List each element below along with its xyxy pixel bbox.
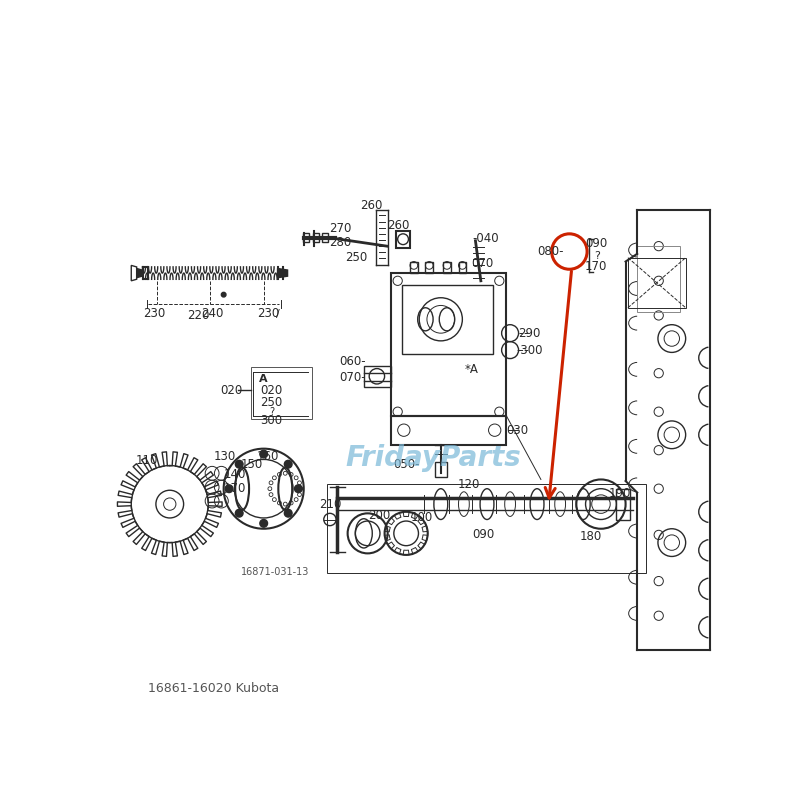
- Text: 120: 120: [458, 478, 481, 491]
- Text: 290: 290: [518, 326, 541, 340]
- Bar: [426, 262, 433, 273]
- Bar: [402, 285, 493, 354]
- Bar: [637, 246, 679, 311]
- Text: 110: 110: [135, 454, 158, 466]
- Circle shape: [235, 460, 243, 468]
- Text: 050-: 050-: [393, 458, 419, 470]
- Text: 020: 020: [260, 384, 282, 397]
- Text: 230: 230: [257, 307, 279, 321]
- Text: -040: -040: [472, 232, 498, 245]
- Circle shape: [235, 510, 243, 517]
- Bar: [434, 462, 447, 477]
- Polygon shape: [131, 266, 137, 281]
- Text: A: A: [259, 374, 268, 383]
- Circle shape: [226, 485, 233, 493]
- Text: 270: 270: [330, 222, 352, 235]
- Text: 070: 070: [471, 258, 494, 270]
- Polygon shape: [137, 269, 142, 278]
- Text: 250: 250: [345, 251, 367, 264]
- Text: /: /: [276, 309, 279, 319]
- Text: ?: ?: [594, 251, 600, 261]
- Text: 230: 230: [143, 307, 166, 321]
- Text: 210: 210: [318, 498, 341, 510]
- Text: 170: 170: [585, 261, 607, 274]
- Circle shape: [260, 450, 267, 458]
- Text: 020: 020: [220, 384, 242, 397]
- Text: 16861-16020 Kubota: 16861-16020 Kubota: [148, 682, 279, 695]
- Text: -300: -300: [516, 344, 542, 357]
- Text: 190: 190: [608, 487, 630, 500]
- Bar: [250, 367, 312, 419]
- Text: 260: 260: [387, 219, 410, 232]
- Text: 260: 260: [360, 199, 382, 212]
- Text: 170: 170: [223, 482, 246, 495]
- Text: FridayParts: FridayParts: [346, 444, 521, 472]
- Bar: [628, 258, 686, 308]
- Circle shape: [260, 519, 267, 527]
- Text: 140: 140: [223, 468, 246, 482]
- Text: 220: 220: [187, 309, 210, 322]
- Text: ?: ?: [269, 406, 274, 417]
- Bar: [443, 262, 451, 273]
- Circle shape: [284, 510, 292, 517]
- Text: 200: 200: [368, 509, 390, 522]
- Circle shape: [294, 485, 302, 493]
- Text: 280: 280: [330, 236, 352, 249]
- Text: 240: 240: [201, 307, 223, 321]
- Text: *A: *A: [465, 363, 478, 376]
- Circle shape: [284, 460, 292, 468]
- Bar: [303, 233, 309, 242]
- Text: 16871-031-13: 16871-031-13: [241, 567, 310, 577]
- Text: 080-: 080-: [537, 245, 563, 258]
- Text: 030: 030: [506, 424, 529, 437]
- Bar: [458, 262, 466, 273]
- Bar: [410, 262, 418, 273]
- Bar: [327, 484, 646, 573]
- Text: 300: 300: [260, 414, 282, 427]
- Bar: [364, 366, 390, 387]
- Bar: [396, 230, 410, 248]
- Text: 090: 090: [586, 238, 607, 250]
- Bar: [322, 233, 328, 242]
- Text: 130: 130: [214, 450, 236, 463]
- Polygon shape: [278, 269, 287, 278]
- Text: 100: 100: [410, 511, 433, 525]
- Text: 250: 250: [260, 396, 282, 409]
- Bar: [616, 489, 630, 519]
- Bar: [313, 233, 319, 242]
- Text: 160: 160: [256, 450, 278, 463]
- Circle shape: [222, 292, 226, 297]
- Bar: [390, 415, 506, 445]
- Text: 090: 090: [472, 529, 494, 542]
- Text: 070-: 070-: [339, 370, 366, 383]
- Bar: [390, 273, 506, 415]
- Text: 150: 150: [241, 458, 263, 470]
- Text: 060-: 060-: [339, 355, 366, 368]
- Text: 180: 180: [580, 530, 602, 543]
